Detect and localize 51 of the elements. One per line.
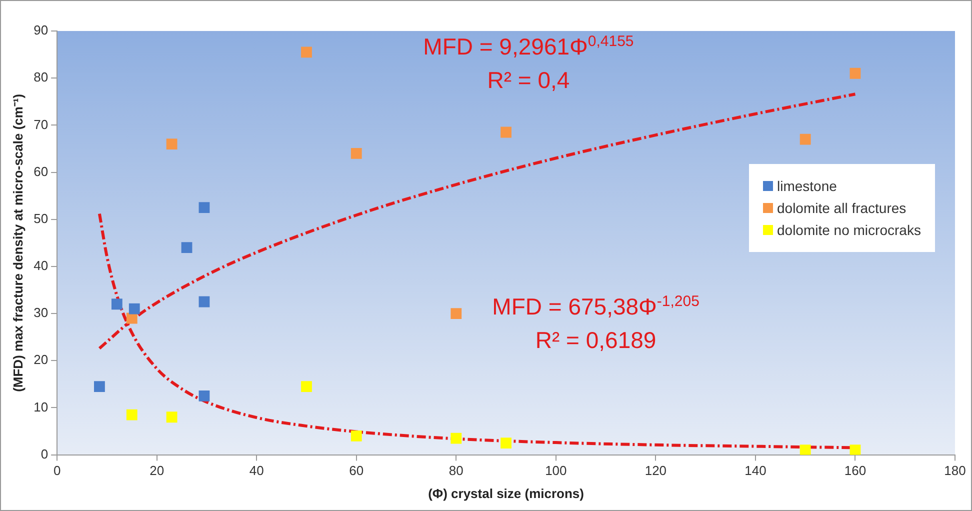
x-axis-title: (Φ) crystal size (microns) [428,486,584,501]
y-tick-label: 70 [34,116,48,132]
annotation: MFD = 675,38Φ$^{-1,205}$ [492,293,700,321]
point [111,298,122,310]
point [301,381,312,392]
annotation: R² = 0,6189 [535,327,656,354]
point [350,430,362,442]
point [450,432,462,444]
legend-label: limestone [777,178,837,194]
point [500,126,512,138]
point [850,68,861,79]
y-tick-label: 10 [34,399,48,414]
x-tick-label: 180 [944,463,966,478]
y-axis-title: (MFD) max fracture density at micro-scale (cm⁻¹) [10,94,26,392]
y-tick-label: 30 [34,305,48,320]
y-tick-label: 20 [34,352,48,368]
y-tick-label: 0 [40,446,48,462]
y-tick-label: 90 [34,22,48,38]
point [198,390,210,402]
annotation: MFD = 9,2961Φ$^{0,4155}$ [423,33,634,61]
point [166,138,178,150]
point [850,444,861,455]
x-tick-label: 60 [349,463,364,478]
x-tick-label: 100 [545,463,567,478]
x-tick-label: 80 [448,463,464,478]
point [128,303,140,314]
x-tick-label: 0 [53,463,61,478]
point [301,46,312,58]
x-tick-label: 120 [644,463,667,478]
legend-label: dolomite no microcraks [777,222,921,238]
annotation: R² = 0,4 [487,67,570,94]
point [181,242,192,254]
y-tick-label: 40 [34,258,48,274]
y-tick-label: 50 [34,210,48,226]
x-tick-label: 40 [249,463,264,478]
point [350,148,362,159]
point [800,134,811,145]
point [166,412,178,423]
point [800,444,811,455]
y-tick-label: 60 [34,164,48,179]
legend-label: dolomite all fractures [777,200,906,216]
x-tick-label: 20 [150,463,164,478]
point [500,438,512,448]
x-tick-label: 160 [844,463,866,478]
x-tick-label: 140 [744,463,766,478]
y-tick-label: 80 [34,70,48,85]
point [450,308,462,319]
point [126,409,138,420]
point [198,296,210,308]
point [94,381,105,392]
point [198,202,210,214]
